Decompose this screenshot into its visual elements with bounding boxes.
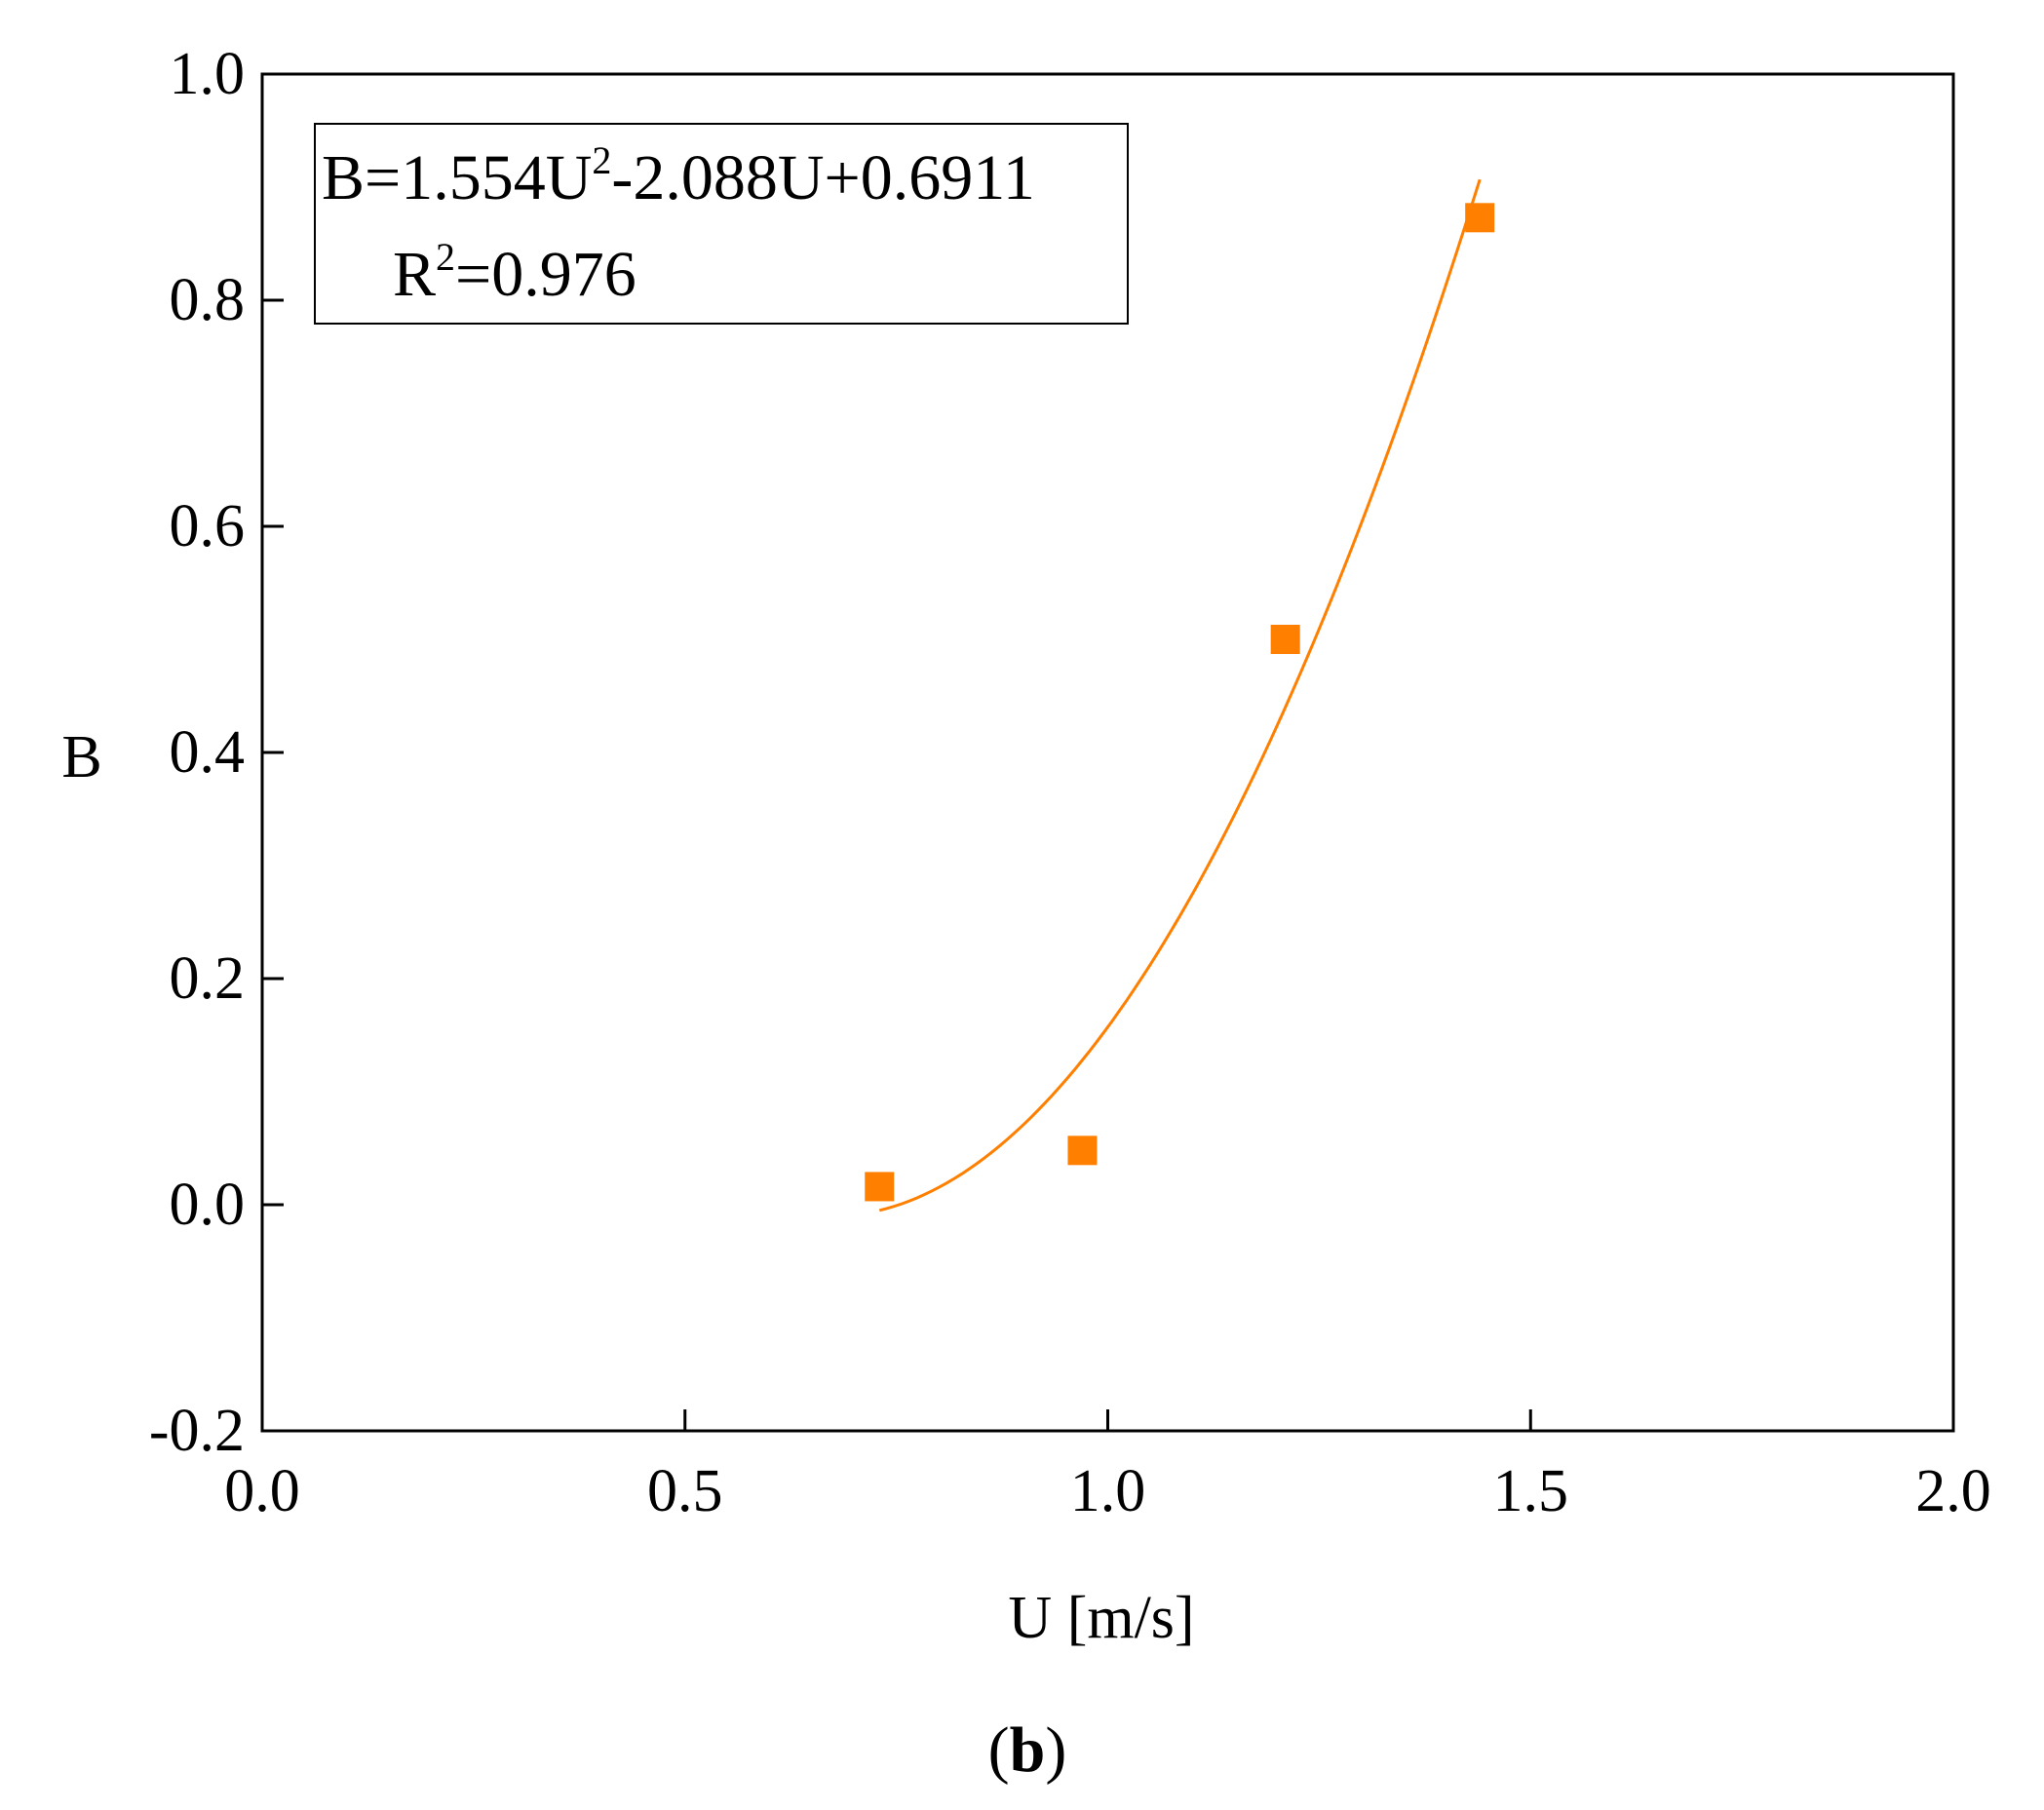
x-tick-label: 2.0 [1915, 1458, 1991, 1524]
fit-equation-part-1: B=1.554U [322, 142, 592, 213]
r-squared: R2=0.976 [393, 235, 636, 310]
x-tick-label: 1.5 [1493, 1458, 1569, 1524]
equation-box: B=1.554U2-2.088U+0.6911 R2=0.976 [314, 123, 1129, 325]
fit-equation: B=1.554U2-2.088U+0.6911 [322, 138, 1035, 213]
x-tick-label: 0.5 [647, 1458, 723, 1524]
y-tick-label: 0.8 [170, 267, 246, 333]
panel-label: (b) [988, 1714, 1067, 1786]
x-axis: 0.0 0.5 1.0 1.5 2.0 [224, 1409, 1991, 1524]
y-tick-label: -0.2 [149, 1398, 245, 1464]
y-tick-label: 0.6 [170, 493, 246, 559]
panel-label-open: ( [988, 1714, 1010, 1786]
y-tick-label: 1.0 [170, 41, 246, 107]
fit-equation-part-2: -2.088U+0.6911 [611, 142, 1034, 213]
data-point [865, 1172, 895, 1202]
panel-label-close: ) [1045, 1714, 1066, 1786]
equation-box-frame [314, 123, 1129, 325]
r-squared-part-2: =0.976 [455, 239, 636, 310]
x-tick-label: 0.0 [224, 1458, 300, 1524]
data-point [1270, 625, 1300, 654]
data-points [865, 203, 1495, 1202]
y-tick-label: 0.4 [170, 719, 246, 786]
r-squared-part-1: R [393, 239, 436, 310]
y-axis: -0.2 0.0 0.2 0.4 0.6 0.8 1.0 [149, 41, 284, 1464]
x-axis-title: U [m/s] [1008, 1585, 1194, 1651]
y-axis-title: B [61, 724, 101, 790]
fit-curve [878, 178, 1482, 1213]
r-squared-superscript: 2 [436, 235, 455, 279]
y-tick-label: 0.2 [170, 945, 246, 1012]
panel-label-letter: b [1010, 1714, 1046, 1786]
x-tick-label: 1.0 [1070, 1458, 1146, 1524]
data-point [1465, 203, 1495, 233]
y-tick-label: 0.0 [170, 1172, 246, 1238]
data-point [1067, 1136, 1098, 1166]
fit-equation-superscript: 2 [592, 138, 611, 182]
